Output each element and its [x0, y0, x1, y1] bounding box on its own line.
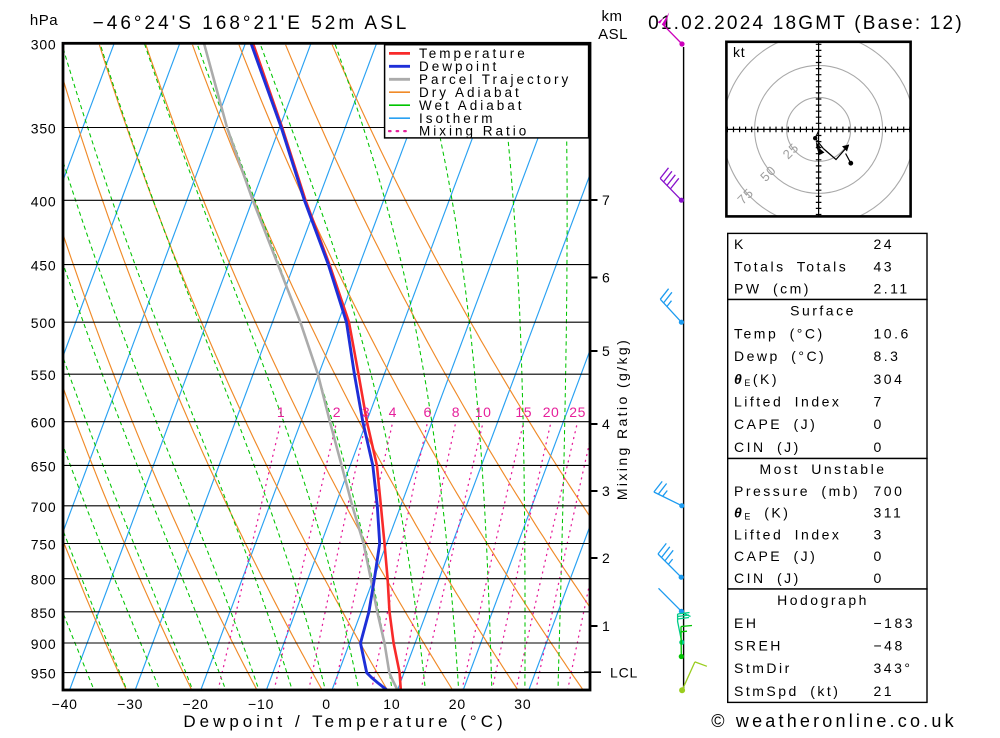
- svg-text:304: 304: [874, 371, 905, 387]
- svg-text:StmDir: StmDir: [734, 660, 792, 676]
- svg-text:4: 4: [602, 416, 611, 432]
- svg-text:CAPE (J): CAPE (J): [734, 548, 817, 564]
- svg-text:5: 5: [602, 343, 611, 359]
- svg-text:LCL: LCL: [610, 665, 638, 681]
- svg-text:Mixing Ratio (g/kg): Mixing Ratio (g/kg): [614, 338, 630, 500]
- svg-text:0: 0: [322, 696, 331, 712]
- svg-text:7: 7: [874, 394, 884, 410]
- svg-text:20: 20: [449, 696, 466, 712]
- svg-text:900: 900: [31, 636, 57, 652]
- svg-text:0: 0: [874, 570, 884, 586]
- svg-text:−20: −20: [183, 696, 209, 712]
- svg-text:Dewpoint / Temperature (°C): Dewpoint / Temperature (°C): [183, 712, 506, 731]
- svg-text:650: 650: [31, 458, 57, 474]
- svg-text:30: 30: [514, 696, 531, 712]
- svg-text:343°: 343°: [874, 660, 913, 676]
- svg-text:4: 4: [389, 404, 397, 420]
- svg-text:1: 1: [277, 404, 285, 420]
- svg-text:400: 400: [31, 193, 57, 209]
- svg-text:550: 550: [31, 367, 57, 383]
- svg-text:21: 21: [874, 683, 895, 699]
- svg-text:−40: −40: [52, 696, 78, 712]
- svg-text:2: 2: [602, 550, 611, 566]
- svg-text:2: 2: [333, 404, 341, 420]
- svg-text:25: 25: [569, 404, 586, 420]
- svg-text:8.3: 8.3: [874, 348, 901, 364]
- svg-text:10: 10: [475, 404, 492, 420]
- svg-text:3: 3: [874, 526, 884, 542]
- svg-text:8: 8: [452, 404, 460, 420]
- svg-text:θE (K): θE (K): [734, 505, 790, 522]
- svg-text:−10: −10: [248, 696, 274, 712]
- svg-text:K: K: [734, 236, 746, 252]
- svg-text:StmSpd (kt): StmSpd (kt): [734, 683, 840, 699]
- svg-text:43: 43: [874, 258, 895, 274]
- svg-text:ASL: ASL: [598, 26, 628, 43]
- svg-text:Mixing Ratio: Mixing Ratio: [419, 124, 529, 139]
- svg-text:CIN (J): CIN (J): [734, 570, 801, 586]
- svg-text:350: 350: [31, 121, 57, 137]
- svg-text:10.6: 10.6: [874, 325, 911, 341]
- svg-text:6: 6: [602, 270, 611, 286]
- svg-text:Lifted Index: Lifted Index: [734, 394, 841, 410]
- svg-text:800: 800: [31, 572, 57, 588]
- svg-text:7: 7: [602, 192, 611, 208]
- svg-text:3: 3: [362, 404, 370, 420]
- svg-text:700: 700: [31, 499, 57, 515]
- svg-text:−183: −183: [874, 615, 916, 631]
- svg-text:300: 300: [31, 36, 57, 52]
- svg-text:0: 0: [874, 439, 884, 455]
- svg-text:CAPE (J): CAPE (J): [734, 416, 817, 432]
- svg-text:850: 850: [31, 605, 57, 621]
- svg-text:−30: −30: [117, 696, 143, 712]
- svg-text:24: 24: [874, 236, 895, 252]
- svg-text:PW (cm): PW (cm): [734, 280, 811, 296]
- svg-text:Lifted Index: Lifted Index: [734, 526, 841, 542]
- svg-text:700: 700: [874, 483, 905, 499]
- svg-text:Temp (°C): Temp (°C): [734, 325, 825, 341]
- svg-text:450: 450: [31, 258, 57, 274]
- svg-text:3: 3: [602, 483, 611, 499]
- svg-text:© weatheronline.co.uk: © weatheronline.co.uk: [711, 711, 957, 731]
- svg-text:km: km: [602, 8, 623, 25]
- svg-text:0: 0: [874, 548, 884, 564]
- svg-text:Totals Totals: Totals Totals: [734, 258, 848, 274]
- svg-text:950: 950: [31, 666, 57, 682]
- svg-text:SREH: SREH: [734, 638, 783, 654]
- svg-text:−48: −48: [874, 638, 905, 654]
- svg-text:750: 750: [31, 537, 57, 553]
- svg-text:20: 20: [543, 404, 560, 420]
- svg-text:15: 15: [515, 404, 532, 420]
- svg-text:hPa: hPa: [30, 12, 58, 29]
- svg-text:10: 10: [383, 696, 400, 712]
- svg-text:311: 311: [874, 505, 904, 521]
- svg-text:Hodograph: Hodograph: [777, 592, 869, 608]
- svg-text:500: 500: [31, 315, 57, 331]
- svg-text:Most Unstable: Most Unstable: [760, 461, 887, 477]
- svg-text:6: 6: [423, 404, 431, 420]
- svg-text:kt: kt: [733, 44, 746, 60]
- svg-text:Dewp (°C): Dewp (°C): [734, 348, 826, 364]
- svg-text:600: 600: [31, 415, 57, 431]
- svg-text:2.11: 2.11: [874, 280, 910, 296]
- svg-text:CIN (J): CIN (J): [734, 439, 801, 455]
- svg-text:0: 0: [874, 416, 884, 432]
- svg-text:EH: EH: [734, 615, 758, 631]
- svg-text:Surface: Surface: [790, 303, 856, 319]
- svg-text:01.02.2024 18GMT (Base: 12): 01.02.2024 18GMT (Base: 12): [648, 13, 964, 34]
- svg-text:−46°24'S 168°21'E 52m ASL: −46°24'S 168°21'E 52m ASL: [93, 13, 410, 34]
- svg-text:Pressure (mb): Pressure (mb): [734, 483, 860, 499]
- svg-text:1: 1: [602, 618, 611, 634]
- svg-text:θE(K): θE(K): [734, 371, 779, 388]
